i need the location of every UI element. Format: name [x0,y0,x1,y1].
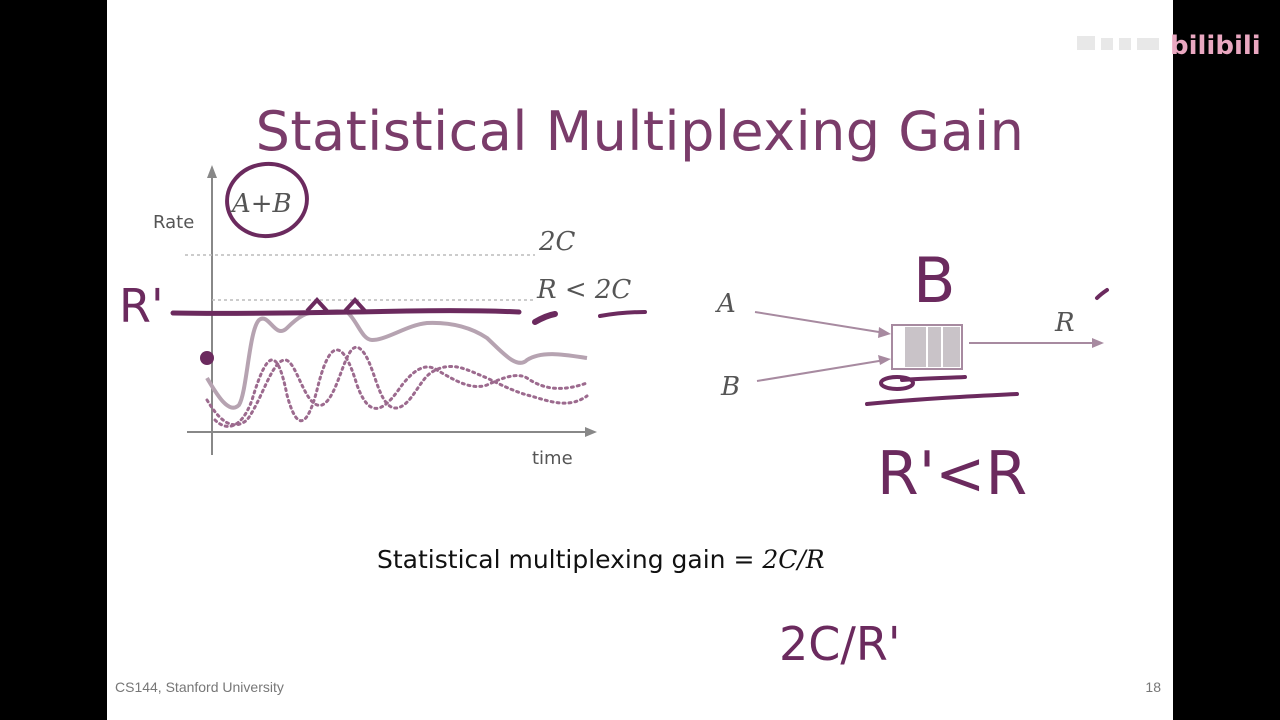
queue-fill [905,327,960,367]
input-a-label: A [715,289,736,319]
circled-label: A+B [230,189,292,219]
label-r-less-2c: R < 2C [536,275,631,305]
ink-dot [200,351,214,365]
label-2c: 2C [538,227,576,257]
ink-underline-long [865,392,1019,406]
slide-figure: Rate time 2C R < 2C A+B R' A B R [119,161,1109,671]
source-a-curve [213,348,589,428]
output-arrow-head [1092,338,1104,348]
r-prime-handwritten: R' [119,279,164,333]
watermark-blur-4 [1137,38,1159,50]
aggregate-curve [205,309,588,410]
formula-math: 2C/R [762,545,825,574]
handwritten-inequality: R'<R [877,439,1027,509]
source-b-curve [205,345,589,427]
arrow-a [754,311,886,334]
x-axis-arrow [585,427,597,437]
output-prime-mark [1095,288,1109,300]
input-b-label: B [720,372,740,402]
formula: Statistical multiplexing gain = 2C/R [377,545,825,574]
watermark-blur-1 [1077,36,1095,50]
slide: Statistical Multiplexing Gain Rate time … [107,0,1173,720]
y-axis-label: Rate [153,212,194,233]
handwritten-b: B [913,244,956,317]
y-axis-arrow [207,165,217,178]
page-number: 18 [1145,679,1161,695]
output-r-label: R [1054,308,1075,338]
watermark-text: bilibili [1170,31,1261,60]
handwritten-gain: 2C/R' [779,617,901,671]
ink-loop [879,375,915,391]
underline-2c [598,310,647,318]
peak-marks [305,297,367,313]
formula-text: Statistical multiplexing gain = [377,545,763,574]
r-prime-line [170,308,522,316]
x-axis-label: time [532,448,573,469]
footer-course: CS144, Stanford University [115,679,284,695]
bilibili-watermark: bilibili [1077,31,1261,60]
watermark-blur-3 [1119,38,1131,50]
arrow-b-head [878,355,891,365]
circle-annotation [225,161,309,239]
ink-underline-short [900,375,967,382]
ink-tick [532,311,558,325]
arrow-a-head [878,327,891,338]
watermark-blur-2 [1101,38,1113,50]
arrow-b [756,359,886,382]
slide-title: Statistical Multiplexing Gain [255,100,1025,163]
